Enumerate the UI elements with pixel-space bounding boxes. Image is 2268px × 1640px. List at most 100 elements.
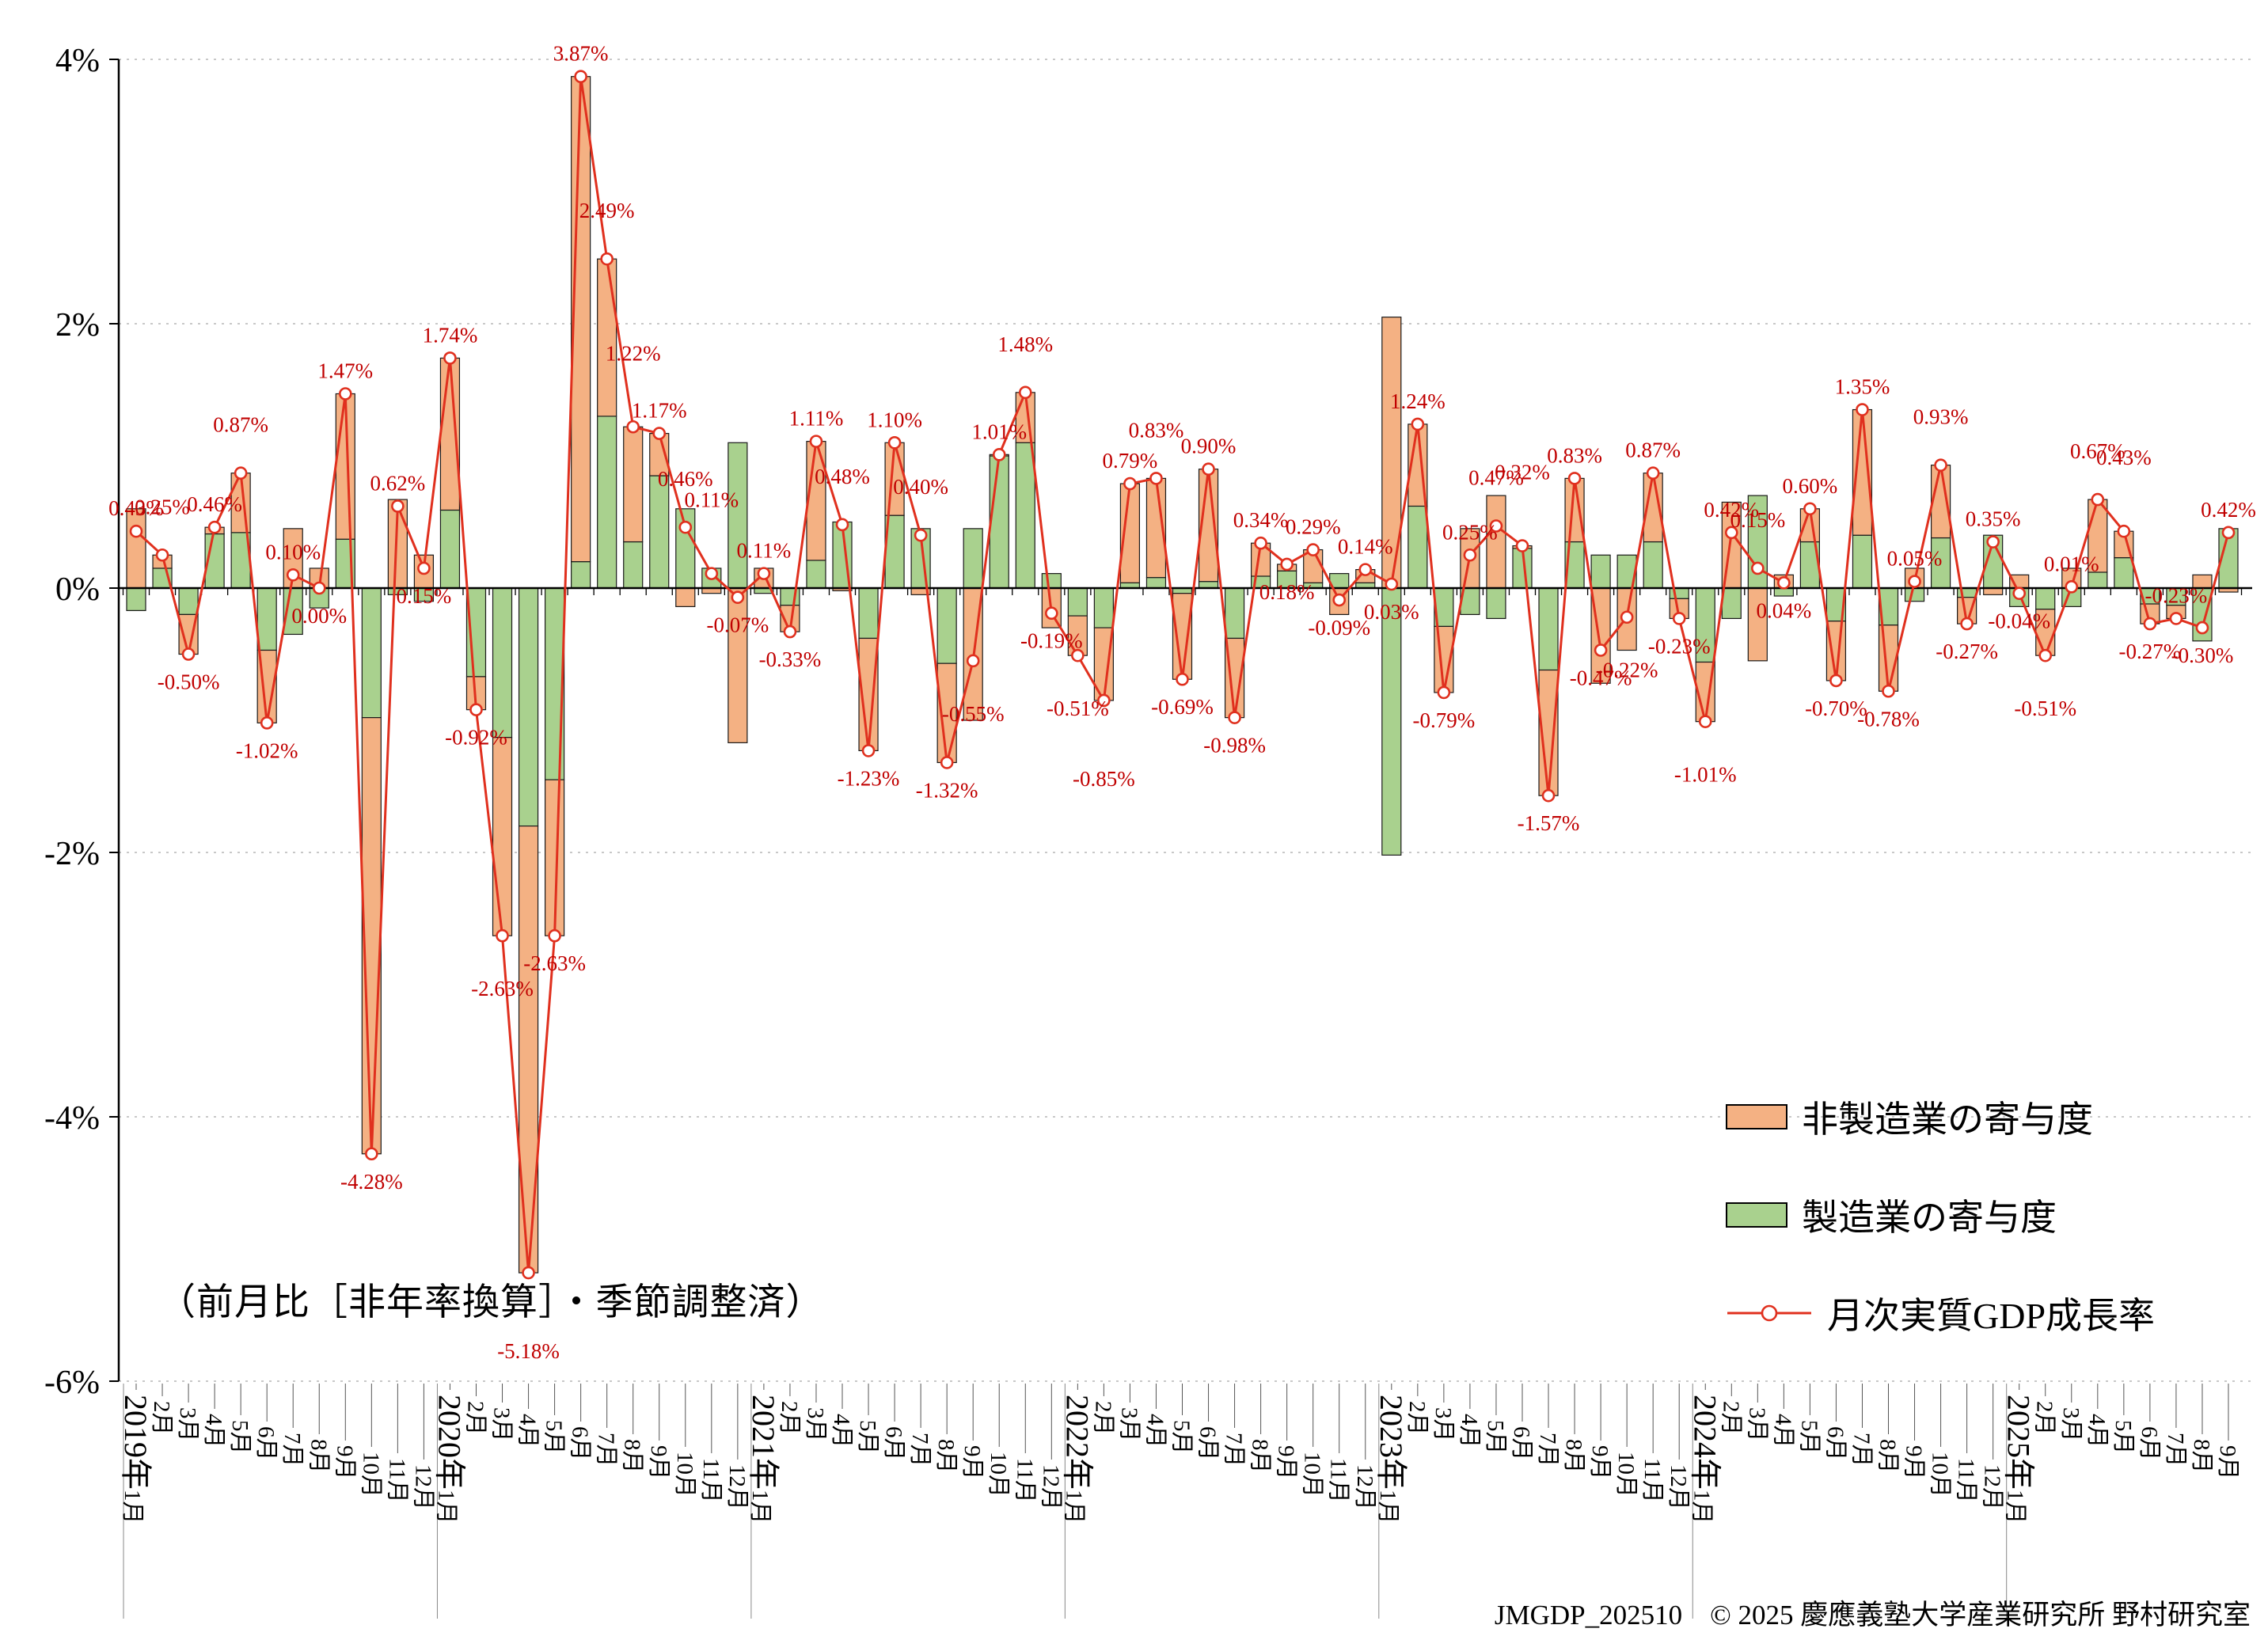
line-marker — [2169, 612, 2183, 625]
x-axis-month-label: 11月 — [1954, 1458, 1979, 1503]
bar-segment — [1486, 495, 1506, 589]
bar-segment — [1747, 587, 1768, 662]
data-label: 0.11% — [684, 488, 739, 512]
x-axis-month-label: 6月 — [568, 1426, 593, 1461]
data-label: -0.30% — [2171, 643, 2234, 667]
line-marker — [2143, 617, 2157, 631]
data-label: 0.03% — [1364, 600, 1419, 624]
bar-segment — [1015, 442, 1035, 589]
line-marker — [966, 654, 980, 668]
line-marker — [1045, 606, 1058, 621]
x-axis-month-label: 2月 — [1404, 1401, 1430, 1436]
line-marker — [417, 561, 431, 575]
data-label: -0.23% — [1648, 634, 1711, 658]
bar-segment — [361, 587, 382, 719]
line-marker — [1515, 539, 1529, 552]
x-axis-month-label: 3月 — [1744, 1407, 1769, 1442]
data-label: 1.22% — [606, 341, 661, 365]
x-axis-month-label: 7月 — [594, 1433, 619, 1467]
x-axis-month-label: 7月 — [1535, 1433, 1560, 1467]
line-marker — [2038, 648, 2053, 662]
data-label: -0.98% — [1203, 734, 1266, 757]
bar-segment — [518, 587, 539, 827]
data-label: 0.04% — [1756, 598, 1811, 622]
bar-segment — [623, 541, 644, 589]
legend-label-manufacturing: 製造業の寄与度 — [1802, 1198, 2057, 1238]
line-marker — [783, 624, 797, 639]
x-axis-month-label: 12月 — [1352, 1464, 1377, 1510]
x-axis-month-label: 12月 — [1038, 1464, 1063, 1510]
line-marker — [678, 520, 693, 534]
data-label: 0.42% — [2201, 498, 2256, 522]
bar-segment — [256, 587, 277, 651]
line-marker — [1803, 502, 1817, 516]
data-label: 0.62% — [370, 471, 426, 495]
line-marker — [731, 590, 745, 604]
bar-segment — [936, 587, 957, 664]
data-label: 0.46% — [187, 492, 242, 516]
bar-segment — [1041, 573, 1062, 589]
line-marker — [2091, 492, 2105, 507]
data-label: 0.11% — [737, 539, 792, 563]
bar-segment — [963, 528, 983, 589]
line-marker — [1646, 466, 1660, 480]
data-label: 0.25% — [135, 495, 190, 518]
x-axis-month-label: 8月 — [306, 1439, 331, 1474]
x-axis-month-label: 8月 — [2189, 1439, 2214, 1474]
x-axis-month-label: 7月 — [279, 1433, 305, 1467]
line-marker — [835, 518, 849, 532]
line-marker — [1986, 535, 2000, 549]
x-axis-month-label: 2月 — [2032, 1401, 2057, 1436]
bar-segment — [1486, 587, 1506, 620]
bar-segment — [1067, 615, 1088, 656]
x-axis-month-label: 6月 — [2137, 1426, 2162, 1461]
legend-item-gdp-line: 月次実質GDP成長率 — [1726, 1287, 2155, 1339]
x-axis-month-label: 7月 — [1221, 1433, 1247, 1467]
bar-segment — [649, 475, 670, 589]
x-axis-month-label: 9月 — [2215, 1445, 2240, 1480]
bar-segment — [2114, 556, 2134, 589]
line-marker — [1358, 563, 1373, 576]
x-axis-month-label: 8月 — [1561, 1439, 1586, 1474]
x-axis-month-label: 12月 — [1666, 1464, 1691, 1510]
data-label: 0.87% — [213, 413, 268, 437]
bar-segment — [2035, 609, 2056, 656]
bar-segment — [492, 737, 513, 936]
data-label: 0.67% — [2070, 439, 2126, 463]
line-marker — [1149, 472, 1163, 485]
data-label: 0.14% — [1338, 535, 1393, 559]
x-axis-month-label: 5月 — [1483, 1420, 1508, 1455]
line-marker — [129, 524, 143, 538]
line-marker — [1306, 543, 1320, 556]
line-marker — [914, 528, 928, 542]
line-marker — [1698, 715, 1712, 728]
data-label: 0.87% — [1625, 438, 1681, 462]
x-axis-month-label: 2月 — [1718, 1401, 1743, 1436]
y-axis-label: -2% — [44, 836, 100, 872]
bar-segment — [1067, 587, 1088, 617]
nonmanufacturing-swatch — [1726, 1104, 1787, 1129]
line-marker — [861, 744, 876, 757]
x-axis-month-label: 8月 — [933, 1439, 959, 1474]
bar-segment — [1015, 392, 1035, 443]
data-label: -0.09% — [1308, 616, 1370, 640]
line-marker — [391, 499, 405, 513]
x-axis-month-label: 7月 — [907, 1433, 933, 1467]
x-axis-month-label: 5月 — [227, 1420, 253, 1455]
x-axis-month-label: 4月 — [515, 1414, 541, 1448]
line-marker — [626, 419, 640, 434]
x-axis-year-label: 2021年1月 — [746, 1395, 781, 1524]
data-label: 0.40% — [893, 475, 948, 499]
data-label: -1.02% — [236, 738, 298, 762]
y-axis-label: 2% — [55, 307, 100, 344]
line-marker — [1829, 674, 1843, 688]
bar-segment — [1852, 534, 1873, 589]
x-axis-month-label: 11月 — [1326, 1458, 1351, 1503]
data-label: 2.49% — [579, 199, 635, 222]
line-marker — [1751, 561, 1765, 575]
x-axis-month-label: 4月 — [829, 1414, 854, 1448]
line-marker — [155, 548, 169, 562]
y-axis-label: -4% — [44, 1100, 100, 1137]
data-label: 1.35% — [1835, 375, 1890, 399]
data-label: 0.90% — [1181, 435, 1237, 458]
